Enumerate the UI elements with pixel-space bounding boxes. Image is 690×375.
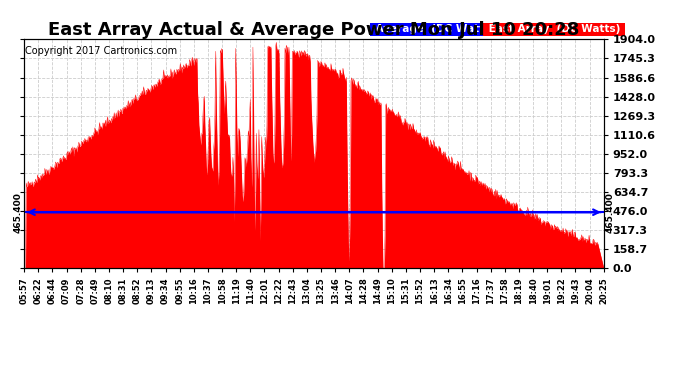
Text: 465.400: 465.400 (13, 192, 22, 232)
Text: 465.400: 465.400 (606, 192, 615, 232)
Text: Average  (DC Watts): Average (DC Watts) (372, 24, 499, 34)
Text: East Array  (DC Watts): East Array (DC Watts) (485, 24, 624, 34)
Text: Copyright 2017 Cartronics.com: Copyright 2017 Cartronics.com (26, 46, 177, 56)
Title: East Array Actual & Average Power Mon Jul 10 20:28: East Array Actual & Average Power Mon Ju… (48, 21, 580, 39)
